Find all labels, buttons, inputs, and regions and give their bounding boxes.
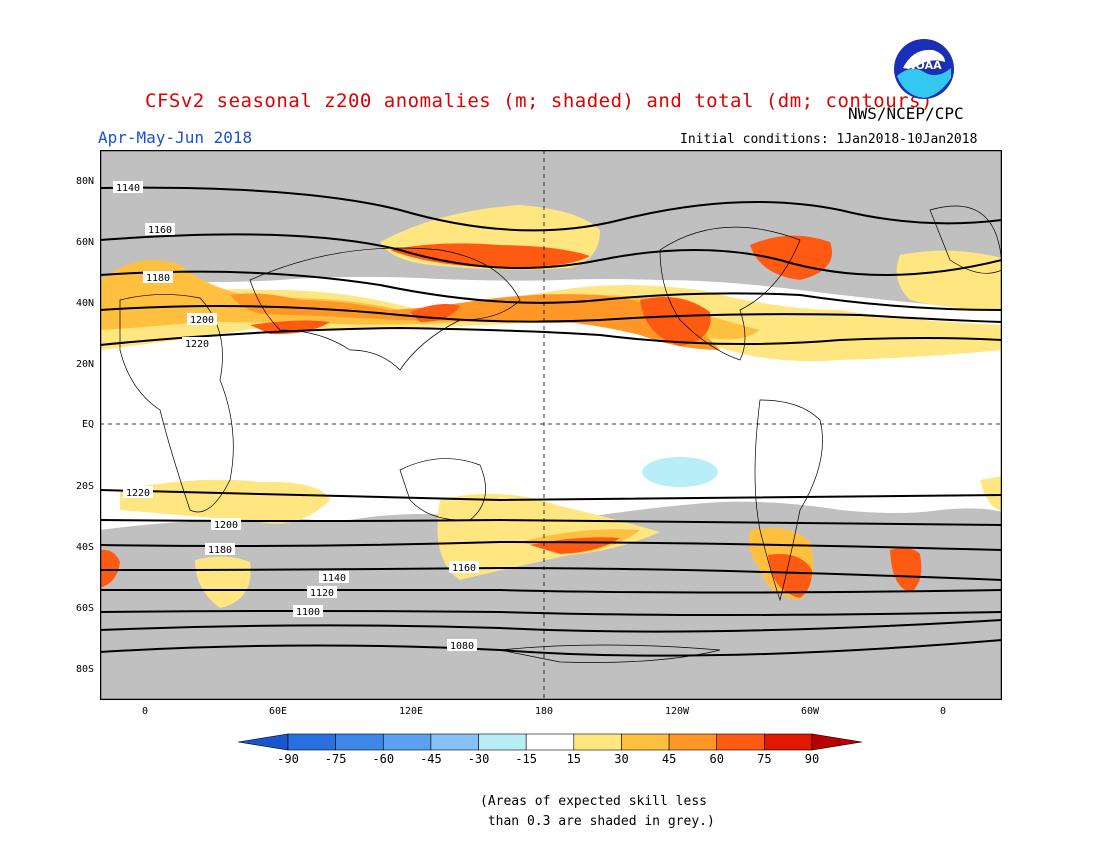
- colorbar-low-arrow: [238, 733, 289, 751]
- contour-label-bg: [123, 486, 153, 498]
- lon-label-120w: 120W: [664, 706, 690, 717]
- noaa-logo: NOAA: [894, 39, 954, 99]
- contour-label-bg: [205, 543, 235, 555]
- contour-label: 1180: [146, 273, 170, 284]
- contour-label-bg: [447, 639, 477, 651]
- colorbar-swatch: [668, 733, 718, 751]
- contour-label: 1120: [310, 588, 334, 599]
- skill-note: (Areas of expected skill less than 0.3 a…: [480, 794, 715, 829]
- colorbar-tick-label: -75: [324, 752, 347, 766]
- colorbar-tick-label: -60: [372, 752, 395, 766]
- lon-label-60e: 60E: [268, 706, 288, 717]
- negative-anomaly-regions: [642, 457, 718, 487]
- positive-anomaly-regions: [100, 205, 1002, 362]
- lat-label-20s: 20S: [75, 481, 94, 492]
- colorbar-high-arrow: [811, 733, 862, 751]
- contour-label: 1160: [452, 563, 476, 574]
- contour-label: 1140: [322, 573, 346, 584]
- contour-label-bg: [449, 561, 479, 573]
- lat-label-eq: EQ: [81, 419, 94, 430]
- contour-label: 1200: [190, 315, 214, 326]
- period-label: Apr-May-Jun 2018: [98, 128, 253, 147]
- colorbar-tick-label: -45: [420, 752, 442, 766]
- colorbar-tick-label: 75: [757, 752, 772, 766]
- initial-conditions-label: Initial conditions: 1Jan2018-10Jan2018: [680, 132, 978, 147]
- contour-label-bg: [113, 181, 143, 193]
- anomaly-map: 1140 1160 1180 1200 1220 1220 1200 1180 1160 1140…: [100, 150, 1002, 700]
- contour-label: 1140: [116, 183, 140, 194]
- chart-title: CFSv2 seasonal z200 anomalies (m; shaded…: [145, 90, 933, 112]
- logo-text: NOAA: [906, 59, 942, 72]
- lon-label-60w: 60W: [800, 706, 820, 717]
- contour-label: 1160: [148, 225, 172, 236]
- contour-label: 1200: [214, 520, 238, 531]
- contour-label: 1180: [208, 545, 232, 556]
- contour-label-bg: [211, 518, 241, 530]
- agency-label: NWS/NCEP/CPC: [848, 104, 964, 123]
- lat-label-80n: 80N: [75, 176, 94, 187]
- map-grid: [100, 150, 1002, 700]
- colorbar-tick-label: 30: [614, 752, 629, 766]
- colorbar-swatch: [764, 733, 813, 751]
- lon-label-120e: 120E: [398, 706, 424, 717]
- lon-label-0-right: 0: [939, 706, 947, 717]
- colorbar-swatch: [525, 733, 575, 751]
- colorbar-swatch: [573, 733, 622, 751]
- contour-label: 1220: [126, 488, 150, 499]
- map-frame: [100, 150, 1002, 700]
- colorbar-tick-label: -15: [515, 752, 538, 766]
- contour-label-bg: [145, 223, 175, 235]
- colorbar-swatch: [335, 733, 384, 751]
- contour-label-bg: [182, 337, 212, 349]
- colorbar-tick-label: 45: [661, 752, 677, 766]
- lat-label-80s: 80S: [75, 664, 94, 675]
- lon-label-0: 0: [141, 706, 149, 717]
- height-contours: [100, 186, 1002, 657]
- lat-label-60s: 60S: [75, 603, 94, 614]
- colorbar-swatch: [478, 733, 527, 751]
- contour-label: 1220: [185, 339, 209, 350]
- colorbar-swatch: [621, 733, 670, 751]
- contour-labels: 1140 1160 1180 1200 1220 1220 1200 1180 1160 1140…: [113, 181, 479, 652]
- contour-label: 1100: [296, 607, 320, 618]
- colorbar-tick-label: -90: [277, 752, 299, 766]
- contour-label-bg: [143, 271, 173, 283]
- colorbar-tick-label: 60: [709, 752, 724, 766]
- colorbar: [238, 733, 862, 751]
- contour-label-bg: [293, 605, 323, 617]
- lat-label-20n: 20N: [75, 359, 94, 370]
- southern-anomaly-regions: [100, 476, 1002, 608]
- lat-label-60n: 60N: [75, 237, 94, 248]
- lon-label-180: 180: [534, 706, 554, 717]
- colorbar-tick-label: 15: [566, 752, 582, 766]
- colorbar-swatch: [382, 733, 432, 751]
- lat-label-40s: 40S: [75, 542, 94, 553]
- contour-label-bg: [307, 586, 337, 598]
- contour-label-bg: [187, 313, 217, 325]
- colorbar-swatch: [430, 733, 479, 751]
- contour-label: 1080: [450, 641, 474, 652]
- colorbar-tick-label: 90: [804, 752, 820, 766]
- lat-label-40n: 40N: [75, 298, 94, 309]
- colorbar-tick-label: -30: [467, 752, 490, 766]
- contour-label-bg: [319, 571, 349, 583]
- colorbar-swatch: [287, 733, 336, 751]
- colorbar-swatch: [716, 733, 765, 751]
